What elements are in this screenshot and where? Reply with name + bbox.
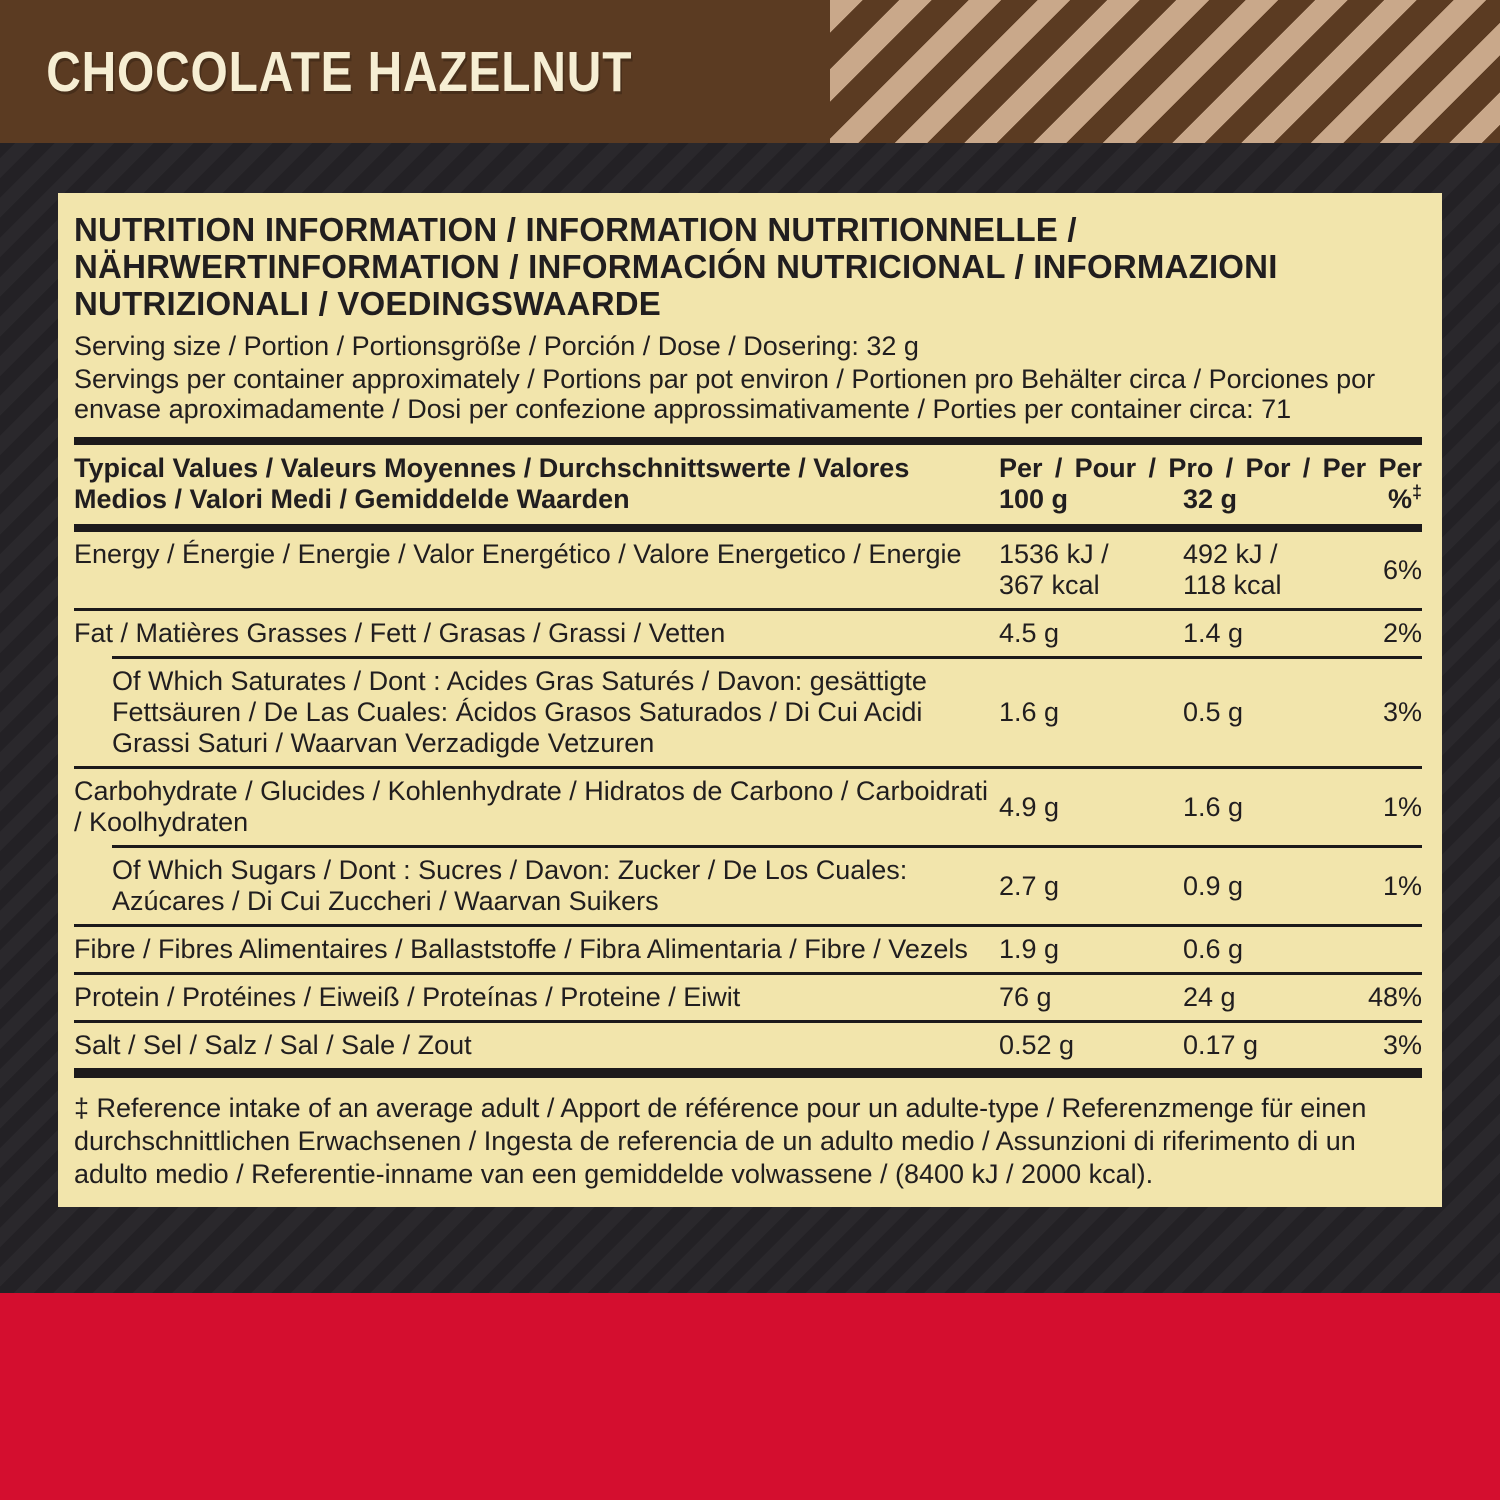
value-percent-ri: 3% [1382, 1030, 1422, 1060]
row-divider [74, 766, 1422, 769]
table-top-bar [74, 437, 1422, 445]
table-row: Of Which Saturates / Dont : Acides Gras … [74, 659, 1422, 766]
red-footer-bar [0, 1293, 1500, 1500]
value-per-32g: 1.6 g [1183, 791, 1244, 822]
diagonal-stripes-decoration [830, 0, 1500, 143]
nutrition-panel-title: NUTRITION INFORMATION / INFORMATION NUTR… [74, 211, 1278, 322]
row-divider [74, 924, 1422, 927]
serving-info: Serving size / Portion / Portionsgröße /… [74, 331, 1422, 424]
value-percent-ri: 1% [1382, 870, 1422, 901]
reference-mark: ‡ [1411, 482, 1422, 502]
row-divider [74, 972, 1422, 975]
value-per-100g: 4.5 g [999, 618, 1060, 648]
table-row: Protein / Protéines / Eiweiß / Proteínas… [74, 975, 1422, 1020]
table-row: Salt / Sel / Salz / Sal / Sale / Zout 0.5… [74, 1023, 1422, 1068]
col-header-32g: 32 g [1183, 484, 1238, 514]
value-per-32g: 0.5 g [1183, 697, 1244, 727]
row-divider [112, 656, 1422, 659]
table-header-row: Typical Values / Valeurs Moyennes / Durc… [74, 445, 1422, 524]
value-per-100g: 2.7 g [999, 870, 1060, 901]
value-per-32g: 0.9 g [1183, 870, 1244, 901]
reference-intake-footnote: ‡ Reference intake of an average adult /… [74, 1093, 1367, 1189]
servings-per-container-line: Servings per container approximately / P… [74, 364, 1376, 424]
table-header-bottom-bar [74, 524, 1422, 532]
value-per-100g: 4.9 g [999, 791, 1060, 822]
table-rows: Energy / Énergie / Energie / Valor Energ… [74, 532, 1422, 1068]
value-per-32g: 0.17 g [1183, 1030, 1259, 1060]
flavor-title: CHOCOLATE HAZELNUT [46, 39, 633, 104]
table-row: Fat / Matières Grasses / Fett / Grasas /… [74, 611, 1422, 656]
value-per-100g: 1.6 g [999, 697, 1060, 727]
row-label: Of Which Sugars / Dont : Sucres / Davon:… [112, 855, 908, 916]
value-per-100g: 1.9 g [999, 934, 1060, 964]
nutrition-panel: NUTRITION INFORMATION / INFORMATION NUTR… [58, 193, 1442, 1207]
table-row: Of Which Sugars / Dont : Sucres / Davon:… [74, 848, 1422, 924]
table-row: Carbohydrate / Glucides / Kohlenhydrate … [74, 769, 1422, 845]
typical-values-header: Typical Values / Valeurs Moyennes / Durc… [74, 453, 910, 514]
row-label: Protein / Protéines / Eiweiß / Proteínas… [74, 982, 741, 1012]
value-per-32g: 24 g [1183, 982, 1236, 1012]
value-percent-ri: 3% [1382, 697, 1422, 727]
row-divider [112, 845, 1422, 848]
serving-size-line: Serving size / Portion / Portionsgröße /… [74, 331, 919, 361]
row-label: Energy / Énergie / Energie / Valor Energ… [74, 539, 962, 569]
value-percent-ri: 2% [1382, 618, 1422, 648]
col-header-percent: %‡ [1387, 482, 1422, 514]
value-per-32g: 1.4 g [1183, 618, 1244, 648]
value-per-100g: 76 g [999, 982, 1052, 1012]
per-columns-header: Per / Pour / Pro / Por / Per Per [999, 453, 1422, 483]
value-percent-ri: 1% [1382, 791, 1422, 822]
table-row: Energy / Énergie / Energie / Valor Energ… [74, 532, 1422, 608]
col-header-100g: 100 g [999, 484, 1069, 514]
value-percent-ri: 6% [1382, 554, 1422, 585]
table-row: Fibre / Fibres Alimentaires / Ballaststo… [74, 927, 1422, 972]
row-label: Carbohydrate / Glucides / Kohlenhydrate … [74, 776, 988, 837]
row-divider [74, 1020, 1422, 1023]
value-percent-ri: 48% [1367, 982, 1422, 1012]
row-divider [74, 608, 1422, 611]
row-label: Of Which Saturates / Dont : Acides Gras … [112, 666, 927, 758]
row-label: Fat / Matières Grasses / Fett / Grasas /… [74, 618, 726, 648]
row-label: Salt / Sel / Salz / Sal / Sale / Zout [74, 1030, 472, 1060]
table-bottom-bar [74, 1068, 1422, 1078]
value-per-32g: 492 kJ /118 kcal [1183, 539, 1282, 600]
value-per-100g: 1536 kJ /367 kcal [999, 539, 1109, 600]
row-label: Fibre / Fibres Alimentaires / Ballaststo… [74, 934, 968, 964]
value-per-100g: 0.52 g [999, 1030, 1075, 1060]
flavor-header: CHOCOLATE HAZELNUT [0, 0, 1500, 143]
value-per-32g: 0.6 g [1183, 934, 1244, 964]
